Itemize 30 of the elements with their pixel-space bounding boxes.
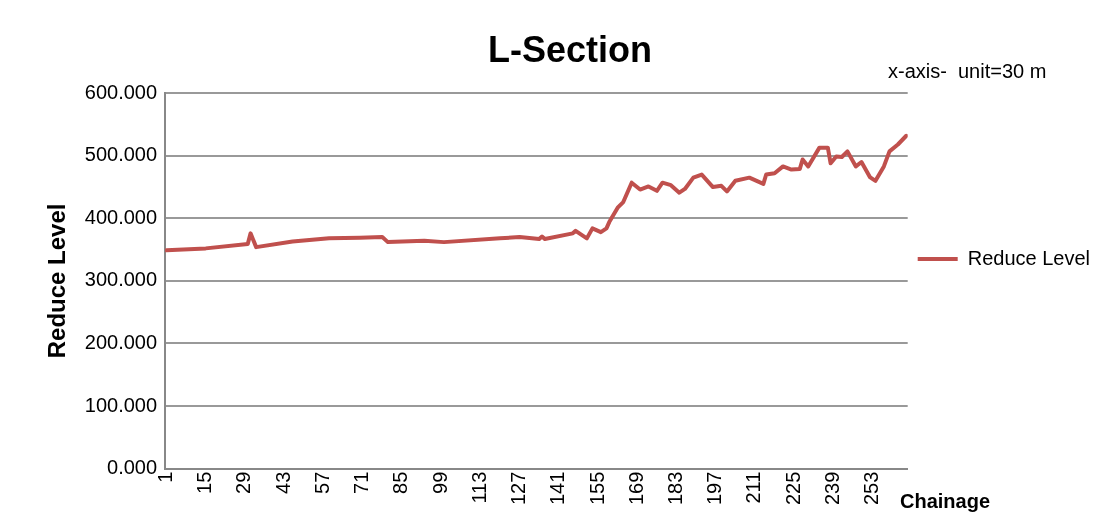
text: x-axis- unit=30 m: [888, 59, 1047, 82]
x-tick-label: 127: [507, 471, 530, 506]
x-tick-label: 183: [664, 471, 687, 506]
x-tick-label: 113: [467, 471, 490, 504]
x-tick-label: 85: [389, 471, 412, 494]
y-tick-label: 0.000: [107, 456, 158, 479]
x-tick-label: 169: [624, 471, 647, 506]
x-tick-label: 15: [193, 471, 216, 494]
x-tick-label: 141: [546, 471, 569, 506]
chart-title: L-Section: [487, 28, 653, 70]
y-tick-label: 400.000: [84, 205, 158, 228]
x-tick-label: 43: [271, 471, 294, 494]
x-tick-label: 99: [428, 471, 451, 494]
y-tick-label: 600.000: [84, 80, 158, 103]
x-tick-label: 225: [781, 471, 804, 506]
x-tick-label: 57: [310, 471, 333, 494]
y-tick-label: 300.000: [84, 268, 158, 291]
x-tick-label: 29: [232, 471, 255, 494]
y-tick-label: 200.000: [84, 331, 158, 353]
x-tick-label: 253: [860, 471, 883, 506]
y-axis-title: Reduce Level: [43, 203, 71, 359]
x-tick-label: 239: [820, 471, 843, 506]
y-tick-label: 500.000: [84, 143, 158, 166]
x-tick-label: 197: [703, 471, 726, 506]
x-tick-label: 211: [742, 471, 765, 504]
x-tick-label: 71: [350, 471, 373, 494]
legend-label: Reduce Level: [967, 246, 1091, 269]
y-tick-label: 100.000: [84, 393, 158, 416]
x-tick-label: 155: [585, 471, 608, 506]
x-axis-title: Chainage: [900, 489, 991, 512]
